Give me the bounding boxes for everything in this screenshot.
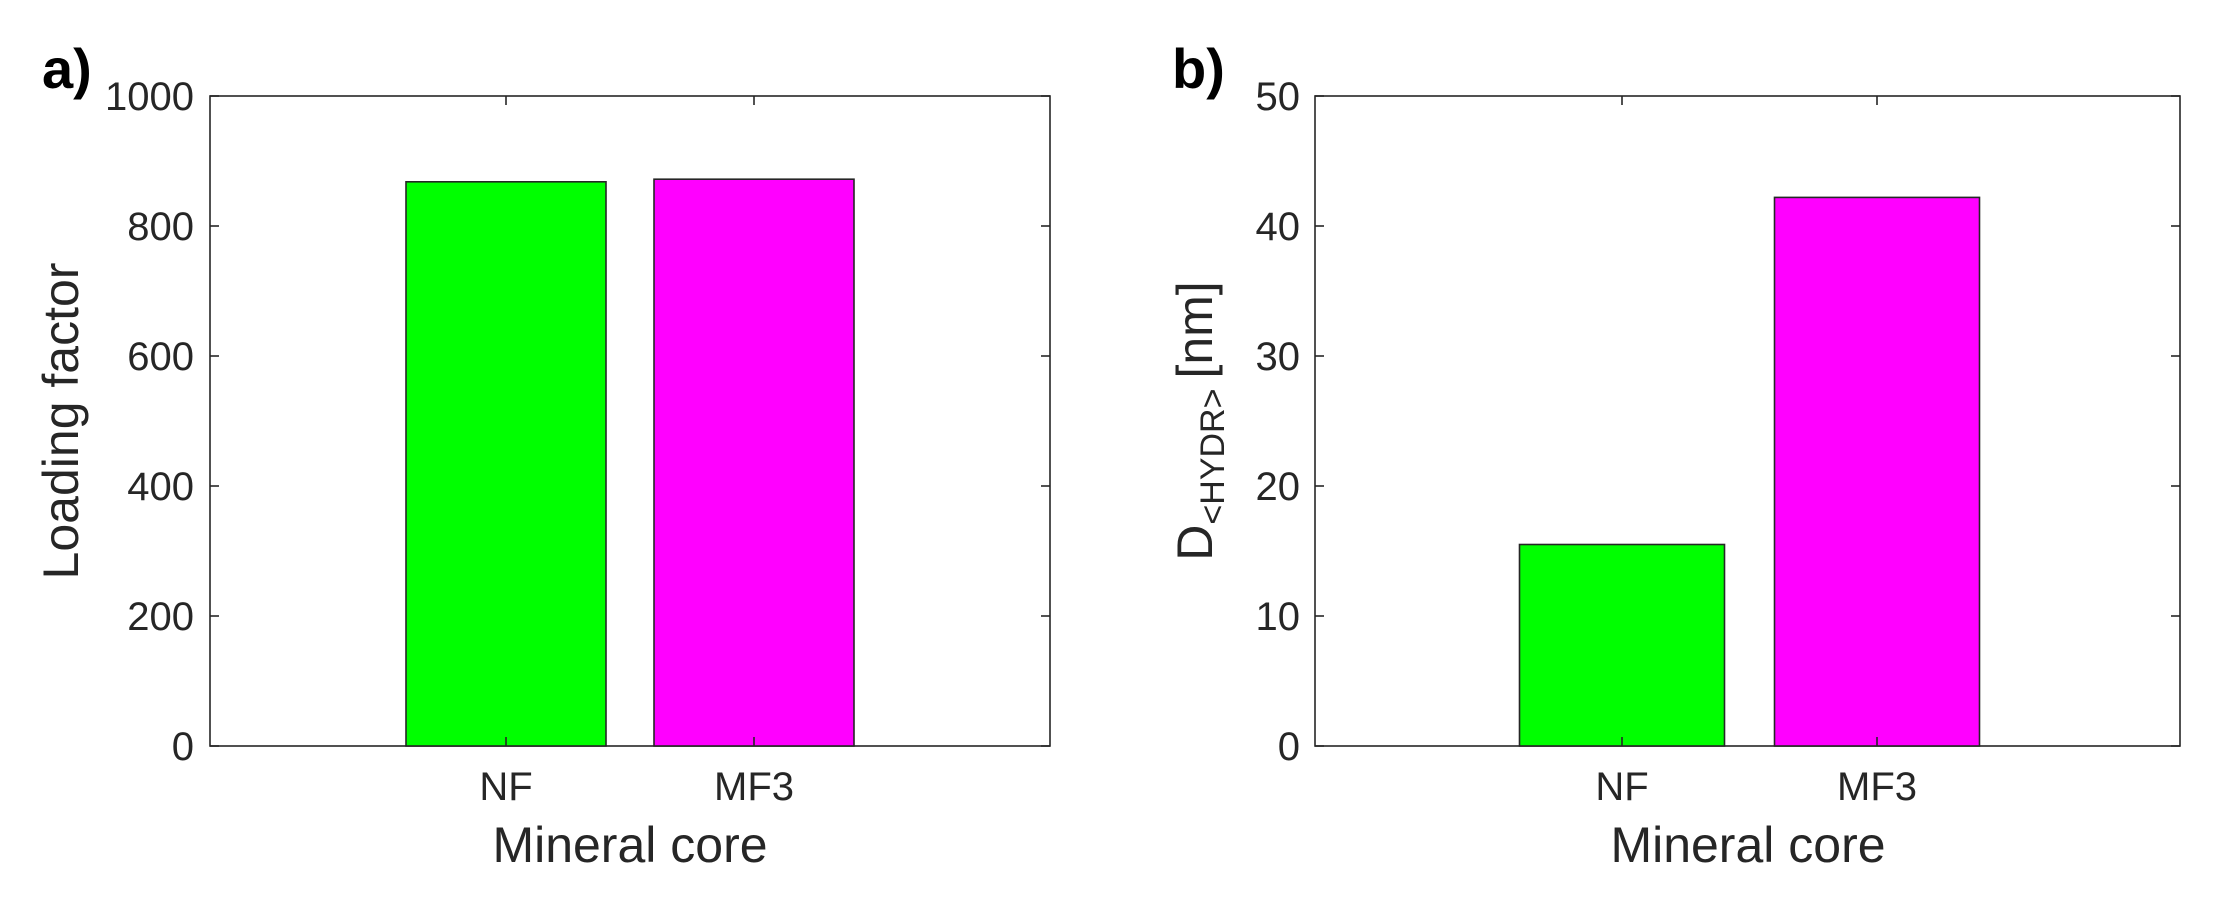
y-axis-label-unit: [nm] [1167,281,1223,378]
y-axis-label-b: D<HYDR> [nm] [1167,281,1232,560]
y-ticks-b: 0 10 20 30 40 50 [1256,75,1301,769]
y-tick-label: 800 [127,205,194,249]
panel-label-b: b) [1172,37,1225,100]
plot-frame-b [1314,95,2181,747]
panel-label-a: a) [42,37,92,100]
y-axis-label-subscript: <HYDR> [1194,389,1232,525]
y-axis-label-main: D [1167,525,1223,561]
bar-mf3 [1773,196,1981,747]
y-tick-marks-b [1315,95,2180,747]
bars-a [405,178,855,747]
y-tick-label: 400 [127,465,194,509]
chart-b: b) 0 10 20 30 40 50 NF MF3 Mineral core … [1167,37,2181,873]
bars-b [1518,196,1981,747]
y-tick-label: 200 [127,595,194,639]
x-ticks-b: NF MF3 [1595,765,1917,809]
x-axis-label-b: Mineral core [1610,817,1885,873]
x-axis-label-a: Mineral core [492,817,767,873]
plot-frame-a [209,95,1051,747]
y-tick-label: 0 [1278,725,1300,769]
y-tick-label: 30 [1256,335,1301,379]
y-tick-marks-a [210,95,1050,747]
x-tick-label: NF [1595,765,1648,809]
y-tick-label: 20 [1256,465,1301,509]
y-tick-label: 50 [1256,75,1301,119]
chart-a: a) 0 200 400 600 800 1000 NF MF3 Mineral… [33,37,1051,873]
y-tick-label: 40 [1256,205,1301,249]
bar-mf3 [653,178,855,747]
y-tick-label: 0 [172,725,194,769]
bar-nf [1518,543,1726,747]
y-tick-label: 1000 [105,75,194,119]
y-tick-label: 10 [1256,595,1301,639]
x-tick-label: MF3 [714,765,794,809]
y-ticks-a: 0 200 400 600 800 1000 [105,75,194,769]
y-tick-label: 600 [127,335,194,379]
x-ticks-a: NF MF3 [479,765,794,809]
x-tick-label: MF3 [1837,765,1917,809]
x-tick-label: NF [479,765,532,809]
bar-nf [405,181,607,747]
y-axis-label-a: Loading factor [33,263,89,580]
